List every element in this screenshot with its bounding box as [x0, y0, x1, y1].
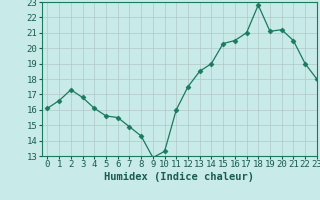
- X-axis label: Humidex (Indice chaleur): Humidex (Indice chaleur): [104, 172, 254, 182]
